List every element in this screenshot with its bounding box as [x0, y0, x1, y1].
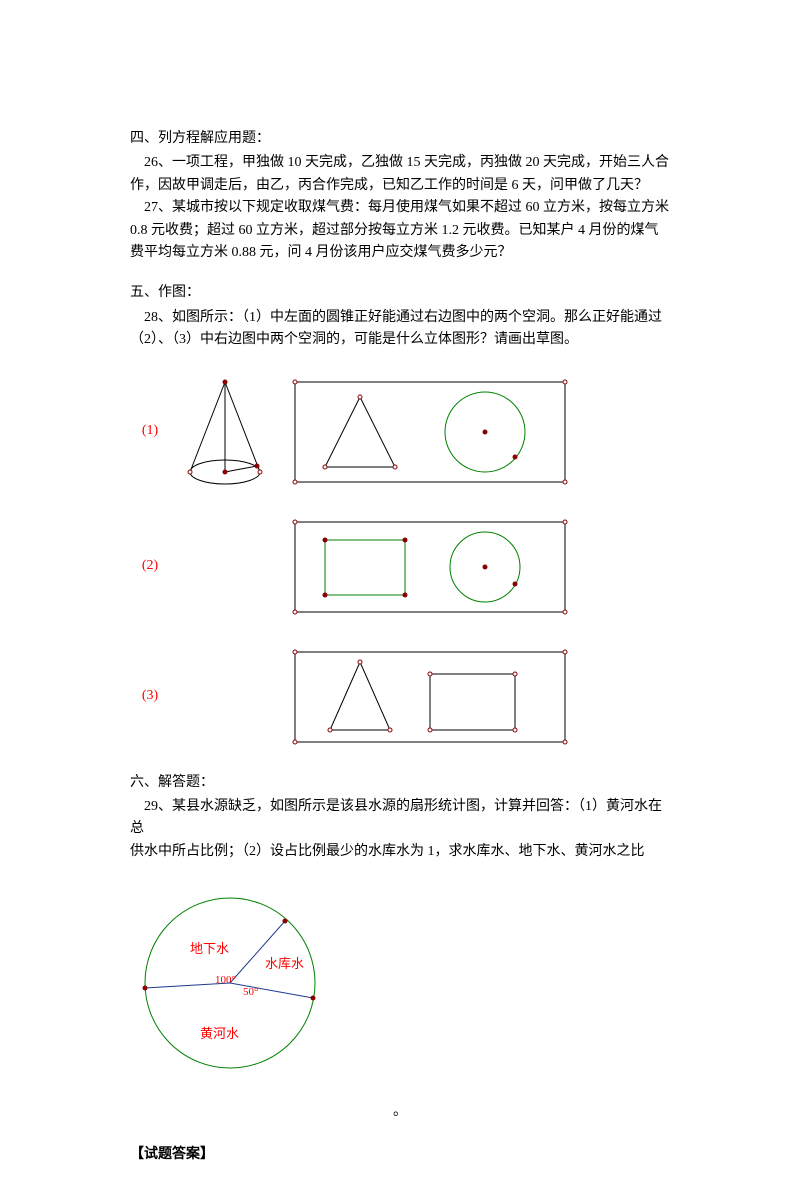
reservoir-water-label: 水库水: [265, 956, 304, 971]
figure-3-label: (3): [130, 685, 170, 707]
cone-icon: [180, 372, 270, 492]
figure-1-label: (1): [130, 420, 170, 442]
section-4-title: 四、列方程解应用题：: [130, 128, 670, 150]
problem-27-line1: 27、某城市按以下规定收取煤气费：每月使用煤气如果不超过 60 立方米，按每立方…: [130, 197, 670, 219]
figure-1-row: (1): [130, 372, 670, 492]
problem-29-line1: 29、某县水源缺乏，如图所示是该县水源的扇形统计图，计算并回答：（1）黄河水在总: [130, 796, 670, 841]
pie-chart: 地下水 水库水 黄河水 100° 50°: [130, 883, 670, 1091]
figure-1-frame: [290, 372, 570, 492]
figure-2-row: (2): [130, 512, 670, 622]
problem-28-line2: （2）、（3）中右边图中两个空洞的，可能是什么立体图形？请画出草图。: [130, 329, 670, 351]
problem-28-line1: 28、如图所示：（1）中左面的圆锥正好能通过右边图中的两个空洞。那么正好能通过: [130, 307, 670, 329]
figure-2-label: (2): [130, 555, 170, 577]
problem-27-line2: 0.8 元收费；超过 60 立方米，超过部分按每立方米 1.2 元收费。已知某户…: [130, 220, 670, 265]
period-mark: 。: [130, 1101, 670, 1123]
figure-3-frame: [290, 642, 570, 752]
problem-29-line2: 供水中所占比例；（2）设占比例最少的水库水为 1，求水库水、地下水、黄河水之比: [130, 841, 670, 863]
underground-water-label: 地下水: [190, 941, 229, 956]
section-5-title: 五、作图：: [130, 282, 670, 304]
problem-26: 26、一项工程，甲独做 10 天完成，乙独做 15 天完成，丙独做 20 天完成…: [130, 152, 670, 197]
angle-50: 50°: [243, 986, 258, 998]
angle-100: 100°: [215, 974, 236, 986]
figure-2-frame: [290, 512, 570, 622]
section-6-title: 六、解答题：: [130, 772, 670, 794]
yellow-river-label: 黄河水: [200, 1026, 239, 1041]
figure-3-row: (3): [130, 642, 670, 752]
answer-key-title: 【试题答案】: [130, 1144, 670, 1166]
